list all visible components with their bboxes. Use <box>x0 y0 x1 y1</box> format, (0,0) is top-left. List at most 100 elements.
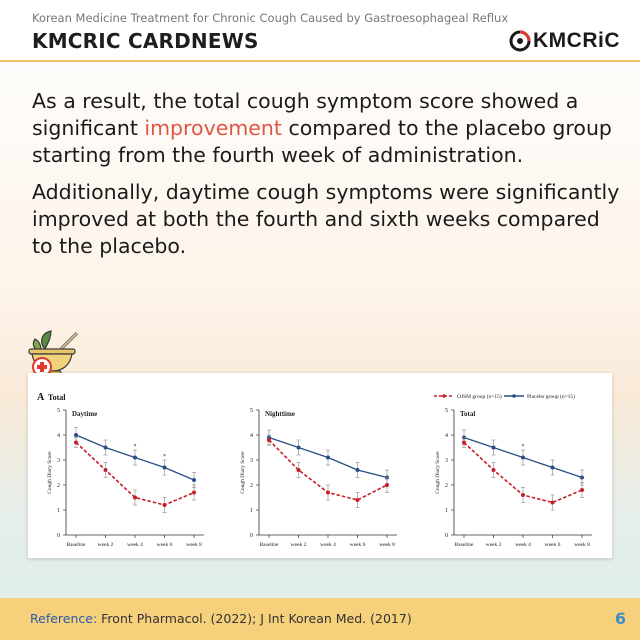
data-point <box>462 440 466 445</box>
x-tick-label: week 4 <box>127 542 143 548</box>
body-text: As a result, the total cough symptom sco… <box>32 88 622 270</box>
data-point <box>162 465 167 470</box>
reference-text: Front Pharmacol. (2022); J Int Korean Me… <box>97 611 412 626</box>
y-tick-label: 5 <box>250 408 253 414</box>
data-point <box>580 488 584 492</box>
x-tick-label: Baseline <box>67 542 86 548</box>
paragraph-1: As a result, the total cough symptom sco… <box>32 88 622 169</box>
chart-title: Total <box>460 410 475 418</box>
y-tick-label: 4 <box>57 433 60 439</box>
data-point <box>385 483 389 487</box>
chart-title: Daytime <box>72 410 97 418</box>
y-axis-label: Cough Diary Score <box>435 451 441 494</box>
logo-text: KMCRiC <box>533 29 620 52</box>
data-point <box>103 445 108 450</box>
y-tick-label: 2 <box>250 483 253 489</box>
y-tick-label: 3 <box>250 458 253 464</box>
legend-marker <box>442 394 446 398</box>
chart-title: Nighttime <box>265 410 295 418</box>
x-tick-label: week 8 <box>574 542 590 548</box>
data-point <box>491 468 496 472</box>
x-tick-label: Baseline <box>455 542 474 548</box>
data-point <box>355 498 360 502</box>
kmcric-logo: KMCRiC <box>509 29 620 53</box>
data-point <box>326 455 330 460</box>
x-tick-label: week 8 <box>186 542 202 548</box>
y-tick-label: 1 <box>57 508 60 514</box>
chart-daytime: 0 1 2 3 4 5 Baseline week 2 week 4 week 6 week 8 Co… <box>47 408 204 548</box>
header: Korean Medicine Treatment for Chronic Co… <box>0 0 640 62</box>
data-point <box>162 503 167 507</box>
chart-total: 0 1 2 3 4 5 Baseline week 2 week 4 week 6 week 8 Co… <box>435 408 592 548</box>
legend-marker <box>512 394 516 398</box>
x-tick-label: Baseline <box>260 542 279 548</box>
y-axis-label: Cough Diary Score <box>240 451 246 494</box>
data-point <box>550 500 555 505</box>
footer: Reference: Front Pharmacol. (2022); J In… <box>0 598 640 640</box>
data-point <box>192 478 196 482</box>
kmcric-logo-icon <box>509 30 531 52</box>
data-point <box>133 495 137 500</box>
y-tick-label: 2 <box>445 483 448 489</box>
y-tick-label: 3 <box>445 458 448 464</box>
header-subtitle: Korean Medicine Treatment for Chronic Co… <box>32 11 509 25</box>
legend-label: OJSM group (n=15) <box>457 393 502 400</box>
data-point <box>74 433 78 437</box>
p1-text-before: As a result, the total cough symptom sco… <box>32 89 579 140</box>
data-point <box>74 440 78 445</box>
y-tick-label: 0 <box>57 533 60 539</box>
cough-score-charts: A Total OJSM group (n=15) Placebo group (… <box>37 392 592 548</box>
y-tick-label: 0 <box>250 533 253 539</box>
x-tick-label: week 6 <box>545 542 561 548</box>
p1-text-after: compared to the placebo group starting f… <box>32 116 612 167</box>
panel-label: A <box>37 392 45 403</box>
data-point <box>491 445 496 450</box>
significance-marker: * <box>522 444 525 450</box>
header-title: KMCRIC CARDNEWS <box>32 29 259 53</box>
highlight-improvement: improvement <box>144 116 282 140</box>
y-tick-label: 4 <box>445 433 448 439</box>
panel-title: Total <box>48 393 66 402</box>
legend: OJSM group (n=15) Placebo group (n=15) <box>434 393 575 400</box>
data-point <box>267 438 271 442</box>
significance-marker: * <box>134 444 137 450</box>
data-point <box>580 475 584 480</box>
reference-label: Reference: <box>30 611 98 626</box>
legend-label: Placebo group (n=15) <box>527 393 575 400</box>
significance-marker: * <box>163 454 166 460</box>
x-tick-label: week 6 <box>157 542 173 548</box>
y-tick-label: 1 <box>445 508 448 514</box>
data-point <box>133 455 137 460</box>
y-tick-label: 1 <box>250 508 253 514</box>
y-tick-label: 4 <box>250 433 253 439</box>
data-point <box>192 490 196 495</box>
data-point <box>521 455 525 460</box>
y-tick-label: 3 <box>57 458 60 464</box>
x-tick-label: week 2 <box>486 542 502 548</box>
x-tick-label: week 4 <box>515 542 531 548</box>
x-tick-label: week 2 <box>291 542 307 548</box>
y-tick-label: 0 <box>445 533 448 539</box>
data-point <box>355 468 360 472</box>
figure-panel: A Total OJSM group (n=15) Placebo group (… <box>28 373 612 558</box>
data-point <box>103 468 108 472</box>
herbal-bowl-icon <box>23 327 87 379</box>
chart-nighttime: 0 1 2 3 4 5 Baseline week 2 week 4 week 6 week 8 Co… <box>240 408 397 548</box>
y-tick-label: 2 <box>57 483 60 489</box>
data-point <box>550 465 555 470</box>
series-line <box>75 441 195 506</box>
data-point <box>326 490 330 495</box>
x-tick-label: week 4 <box>320 542 336 548</box>
paragraph-2: Additionally, daytime cough symptoms wer… <box>32 180 620 258</box>
y-axis-label: Cough Diary Score <box>47 451 53 494</box>
x-tick-label: week 2 <box>98 542 114 548</box>
y-tick-label: 5 <box>445 408 448 414</box>
y-tick-label: 5 <box>57 408 60 414</box>
reference: Reference: Front Pharmacol. (2022); J In… <box>30 611 412 626</box>
page-number: 6 <box>614 609 626 628</box>
data-point <box>521 493 525 497</box>
data-point <box>296 445 301 450</box>
x-tick-label: week 8 <box>379 542 395 548</box>
data-point <box>296 468 301 472</box>
x-tick-label: week 6 <box>350 542 366 548</box>
